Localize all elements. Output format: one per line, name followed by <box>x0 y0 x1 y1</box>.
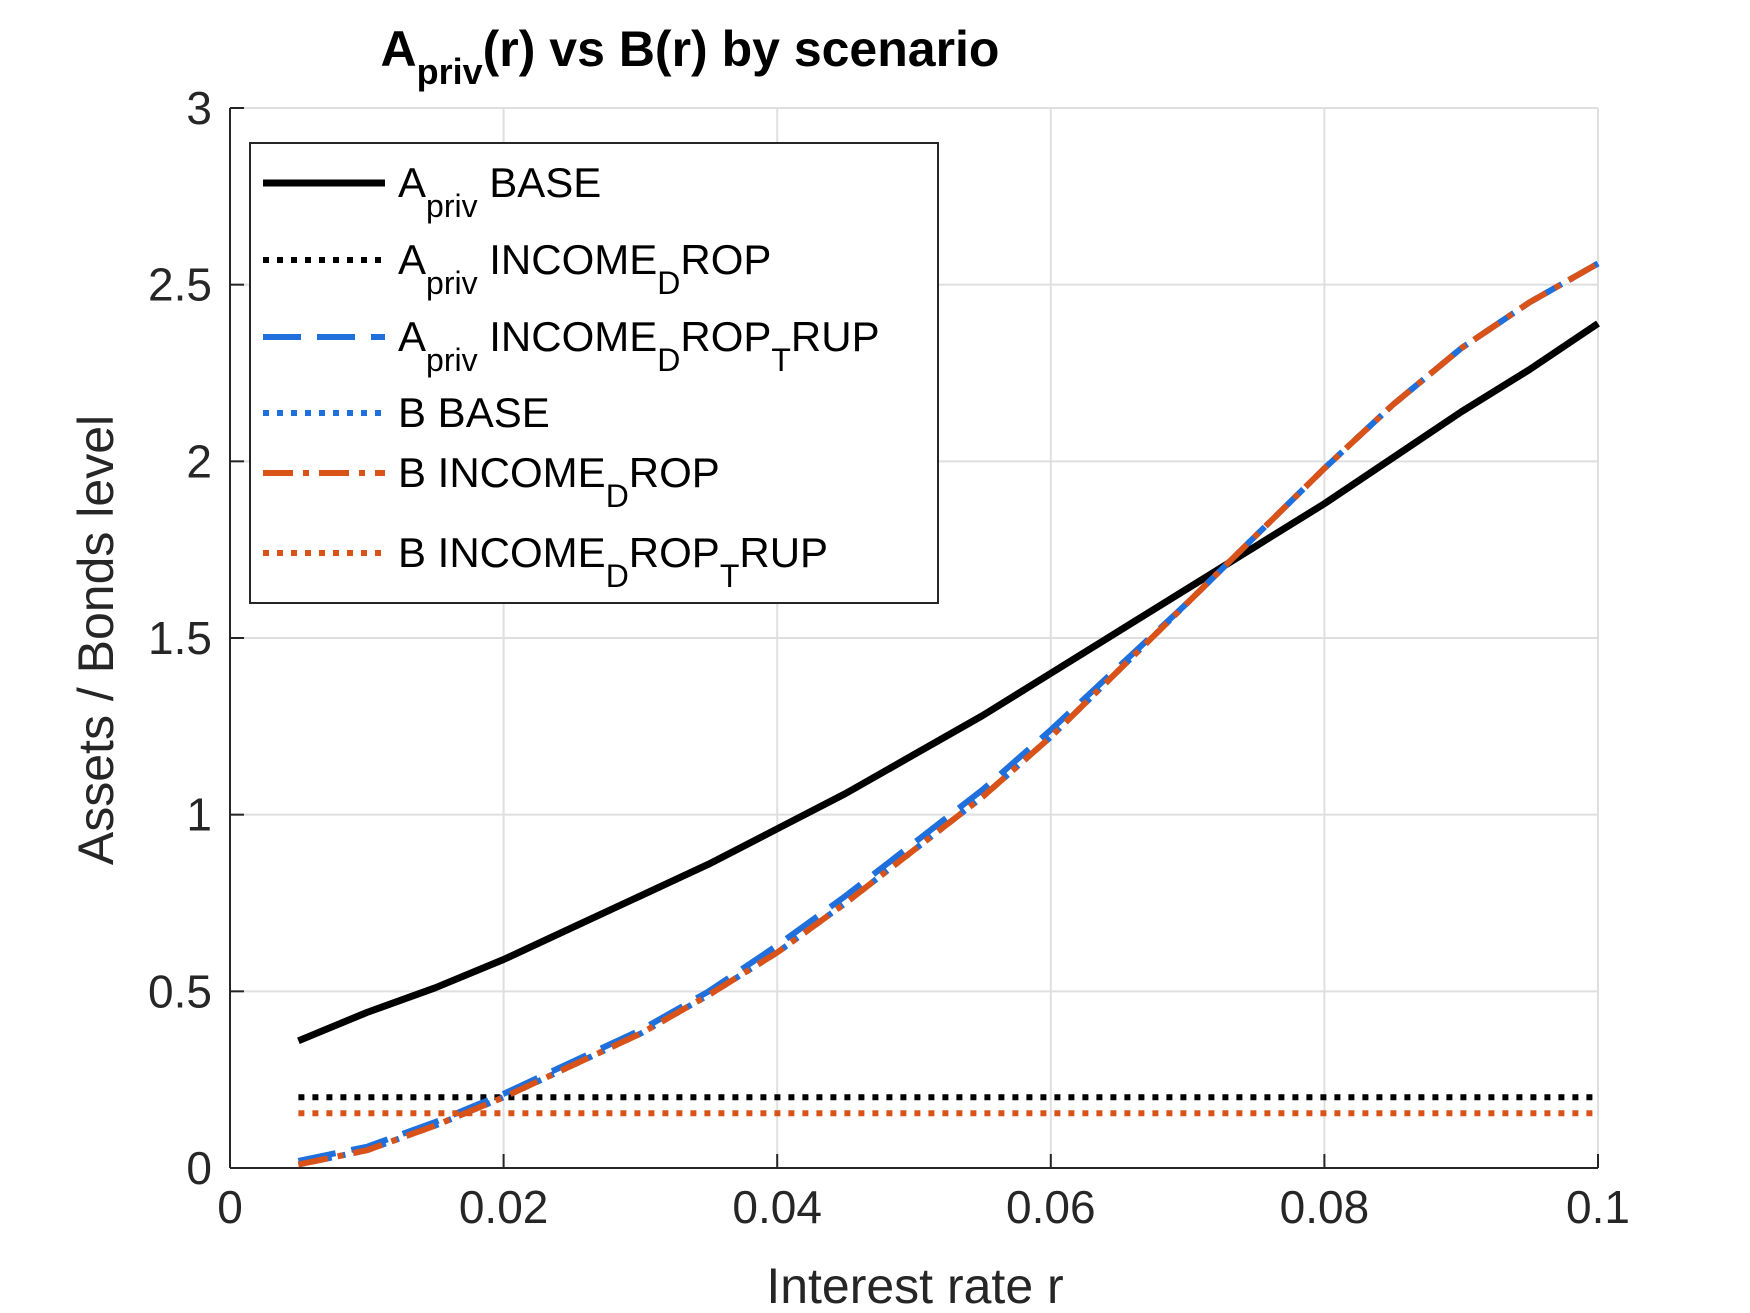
legend-label-6: B INCOMEDROPTRUP <box>398 529 828 594</box>
x-tick-label: 0.08 <box>1280 1181 1370 1233</box>
legend-label-2: Apriv INCOMEDROP <box>398 236 771 301</box>
chart-title: Apriv(r) vs B(r) by scenario <box>381 21 1000 92</box>
legend-label-1: Apriv BASE <box>398 159 601 224</box>
tick-labels: 0 0.02 0.04 0.06 0.08 0.1 0 0.5 1 1.5 2 2.5 3 <box>148 82 1630 1233</box>
y-tick-label: 2 <box>186 435 212 487</box>
y-tick-label: 0 <box>186 1142 212 1194</box>
y-tick-label: 0.5 <box>148 965 212 1017</box>
x-tick-label: 0.04 <box>732 1181 822 1233</box>
axes <box>229 107 1599 1169</box>
y-tick-label: 2.5 <box>148 259 212 311</box>
x-axis-label: Interest rate r <box>766 1258 1063 1313</box>
legend: Apriv BASE Apriv INCOMEDROP Apriv INCOMEDR… <box>249 142 939 604</box>
series-line-3 <box>297 260 1600 1164</box>
series-line-1 <box>297 320 1600 1045</box>
legend-label-4: B BASE <box>398 389 550 436</box>
plot-lines <box>297 260 1600 1168</box>
x-tick-label: 0 <box>217 1181 243 1233</box>
legend-label-5: B INCOMEDROP <box>398 449 720 514</box>
legend-box <box>249 142 939 604</box>
x-tick-label: 0.02 <box>459 1181 549 1233</box>
y-tick-label: 3 <box>186 82 212 134</box>
y-tick-label: 1.5 <box>148 612 212 664</box>
legend-label-3: Apriv INCOMEDROPTRUP <box>398 313 880 378</box>
y-axis-label: Assets / Bonds level <box>68 415 124 865</box>
y-tick-label: 1 <box>186 789 212 841</box>
series-line-5 <box>297 260 1600 1168</box>
x-tick-label: 0.1 <box>1566 1181 1630 1233</box>
x-tick-label: 0.06 <box>1006 1181 1096 1233</box>
